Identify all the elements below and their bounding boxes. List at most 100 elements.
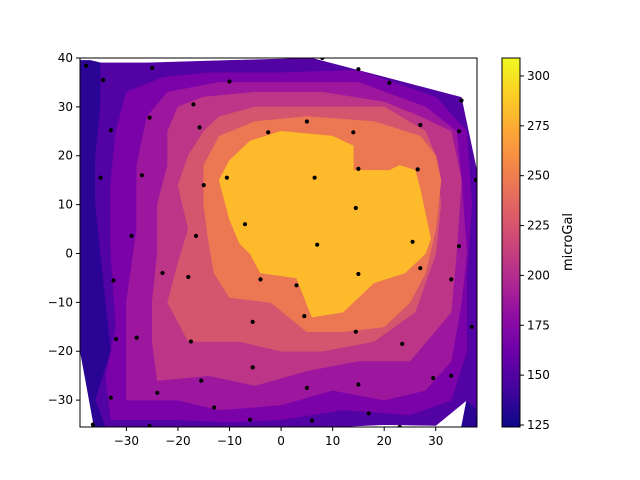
colorbar-tick-label: 250 (527, 169, 550, 183)
station-marker (366, 411, 371, 416)
station-marker (147, 423, 152, 427)
station-marker (150, 65, 155, 70)
station-marker (320, 58, 325, 61)
contour-band-8 (218, 130, 431, 318)
y-tick-label: 0 (65, 246, 73, 260)
colorbar-tick-label: 200 (527, 268, 550, 282)
station-marker (400, 341, 405, 346)
station-marker (469, 324, 474, 329)
station-marker (248, 417, 253, 422)
contour-band-1 (461, 399, 477, 427)
station-marker (193, 233, 199, 238)
station-marker (456, 129, 462, 134)
x-tick-label: −10 (217, 434, 242, 448)
y-tick-label: −30 (48, 393, 73, 407)
station-marker (351, 130, 356, 135)
station-marker (449, 277, 454, 282)
station-marker (155, 390, 160, 395)
station-marker (139, 173, 144, 178)
station-marker (415, 167, 420, 172)
station-marker (410, 239, 415, 244)
hull-blank-top-right (312, 58, 477, 171)
station-marker (212, 405, 217, 410)
station-marker (227, 79, 232, 84)
station-marker (356, 271, 361, 277)
station-marker (473, 178, 477, 183)
station-marker (250, 365, 255, 370)
station-marker (315, 242, 320, 247)
colorbar-tick-label: 275 (527, 119, 550, 133)
station-marker (418, 122, 423, 128)
station-marker (304, 385, 309, 390)
station-marker (129, 233, 134, 238)
station-marker (456, 244, 462, 249)
colorbar-tick-label: 150 (527, 368, 550, 382)
station-marker (101, 77, 106, 83)
x-tick-label: 20 (377, 434, 392, 448)
x-tick-label: −30 (114, 434, 139, 448)
y-tick-label: −20 (48, 344, 73, 358)
hull-blank-left (80, 351, 94, 427)
colorbar: 125 150 175 200 225 250 275 300 microGal (501, 57, 576, 432)
colorbar-label: microGal (561, 213, 576, 271)
plot-area (79, 57, 478, 428)
station-marker (294, 283, 299, 288)
colorbar-gradient (501, 57, 521, 428)
x-tick-label: 10 (325, 434, 340, 448)
station-marker (418, 266, 423, 271)
station-marker (242, 222, 248, 227)
station-marker (201, 183, 206, 188)
x-tick-label: 0 (277, 434, 285, 448)
station-marker (266, 130, 271, 135)
station-marker (312, 175, 317, 180)
station-marker (459, 98, 464, 103)
station-marker (90, 422, 95, 427)
x-tick-label: −20 (165, 434, 190, 448)
colorbar-tick-label: 125 (527, 418, 550, 432)
station-marker (353, 329, 358, 334)
station-marker (258, 277, 263, 282)
station-marker (397, 424, 402, 427)
y-tick-label: 30 (58, 100, 73, 114)
x-axis: −30 −20 −10 0 10 20 30 (114, 427, 443, 448)
x-tick-label: 30 (428, 434, 443, 448)
station-marker (309, 418, 315, 423)
station-marker (111, 278, 116, 283)
colorbar-tick-label: 300 (527, 69, 550, 83)
y-axis: −30 −20 −10 0 10 20 30 40 (48, 51, 80, 407)
contour-fill-layer (80, 58, 477, 427)
station-marker (108, 128, 113, 133)
station-marker (304, 119, 309, 124)
station-marker (147, 115, 152, 120)
y-tick-label: 20 (58, 149, 73, 163)
station-marker (356, 67, 361, 72)
station-marker (387, 80, 392, 85)
station-marker (160, 270, 165, 276)
station-marker (84, 63, 89, 68)
station-marker (224, 175, 229, 180)
station-marker (188, 339, 193, 344)
station-markers (84, 58, 477, 427)
y-tick-label: 40 (58, 51, 73, 65)
y-tick-label: 10 (58, 198, 73, 212)
station-marker (431, 376, 436, 381)
plot-frame (79, 57, 478, 428)
station-marker (356, 382, 361, 387)
station-marker (114, 336, 119, 342)
station-marker (108, 395, 113, 400)
station-marker (250, 319, 255, 324)
station-marker (134, 335, 139, 340)
station-marker (186, 274, 191, 280)
colorbar-tick-label: 175 (527, 318, 550, 332)
colorbar-tick-label: 225 (527, 219, 550, 233)
station-marker (199, 378, 204, 383)
station-marker (98, 175, 103, 180)
station-marker (302, 314, 307, 319)
colorbar-ticks: 125 150 175 200 225 250 275 300 (520, 69, 550, 432)
station-marker (356, 166, 361, 171)
y-tick-label: −10 (48, 295, 73, 309)
station-marker (197, 125, 202, 130)
station-marker (191, 102, 196, 107)
station-marker (353, 205, 358, 211)
